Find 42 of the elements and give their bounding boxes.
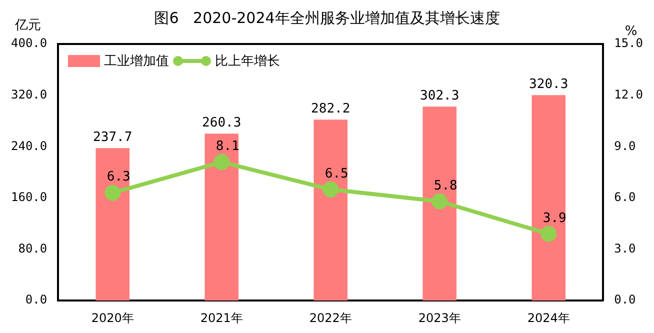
data-label: 260.3 <box>202 115 242 130</box>
y-tick-label: 320.0 <box>11 87 48 102</box>
y2-tick-label: 3.0 <box>614 241 636 256</box>
data-label: 3.9 <box>542 210 566 226</box>
data-label: 302.3 <box>420 88 460 104</box>
y-axis-title: 亿元 <box>14 18 42 33</box>
bar <box>96 148 130 301</box>
data-label: 320.3 <box>529 77 568 92</box>
y-tick-label: 240.0 <box>11 138 48 153</box>
point <box>104 184 121 201</box>
data-label: 8.1 <box>216 138 240 154</box>
point <box>214 154 230 170</box>
point <box>322 181 339 198</box>
legend-label: 工业增加值 <box>104 53 170 70</box>
y2-tick-label: 6.0 <box>614 190 636 204</box>
legend-label: 比上年增长 <box>215 53 280 70</box>
y-tick-label: 0.0 <box>25 292 48 307</box>
y2-tick-label: 9.0 <box>614 138 636 153</box>
data-label: 6.5 <box>324 166 348 182</box>
data-label: 6.3 <box>106 170 130 185</box>
point <box>540 226 557 242</box>
y2-tick-label: 0.0 <box>614 292 636 307</box>
bar <box>204 134 239 301</box>
bar <box>532 95 566 301</box>
y-tick-label: 80.0 <box>18 241 48 256</box>
y2-tick-label: 15.0 <box>614 36 644 50</box>
y2-tick-label: 12.0 <box>614 87 644 102</box>
chart-title: 图6 2020-2024年全州服务业增加值及其增长速度 <box>154 8 500 27</box>
y-tick-label: 160.0 <box>11 190 48 204</box>
x-tick-label: 2024年 <box>527 310 570 325</box>
bar <box>422 106 457 301</box>
bar <box>314 120 348 301</box>
x-tick-label: 2021年 <box>200 310 243 325</box>
y-tick-label: 400.0 <box>11 36 48 50</box>
y2-axis-title: % <box>624 24 638 39</box>
point <box>432 193 448 210</box>
data-label: 237.7 <box>93 130 132 145</box>
x-tick-label: 2022年 <box>309 310 352 325</box>
data-label: 5.8 <box>434 178 458 194</box>
x-tick-label: 2023年 <box>418 310 461 325</box>
data-label: 282.2 <box>311 101 350 116</box>
x-tick-label: 2020年 <box>91 310 134 325</box>
